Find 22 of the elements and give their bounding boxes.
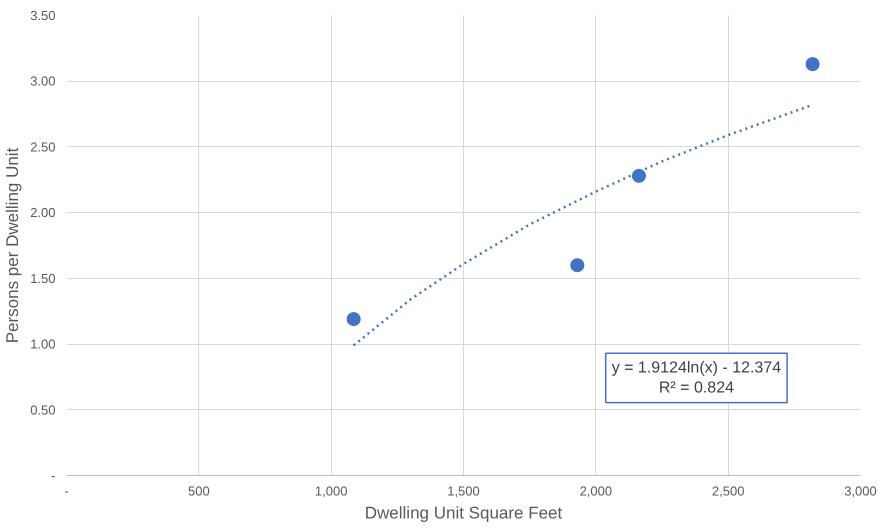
y-tick-label: 3.00 <box>30 74 56 89</box>
y-tick-label: 2.00 <box>30 205 56 220</box>
annotation: y = 1.9124ln(x) - 12.374 R² = 0.824 <box>612 359 782 397</box>
y-tick-label: 1.50 <box>30 270 56 286</box>
x-axis-title: Dwelling Unit Square Feet <box>364 504 563 522</box>
x-tick-label: 2,500 <box>712 484 744 498</box>
point <box>570 258 584 272</box>
point <box>632 168 646 183</box>
x-tick-label: 1,000 <box>314 484 348 498</box>
x-tick-label: - <box>64 484 69 498</box>
x-tick-label: 3,000 <box>844 484 877 498</box>
y-tick-label: 1.00 <box>30 336 56 352</box>
x-tick-label: 1,500 <box>447 484 480 498</box>
point <box>346 312 361 326</box>
y-tick-label: 2.50 <box>30 139 56 154</box>
y-tick-label: 0.50 <box>30 402 56 418</box>
y-axis-title: Persons per Dwelling Unit <box>3 147 22 344</box>
point <box>806 57 820 72</box>
x-tick-label: 2,000 <box>580 484 612 498</box>
x-tick-label: 500 <box>188 484 210 498</box>
y-tick-label: - <box>51 468 56 483</box>
y-tick-label: 3.50 <box>30 8 56 23</box>
